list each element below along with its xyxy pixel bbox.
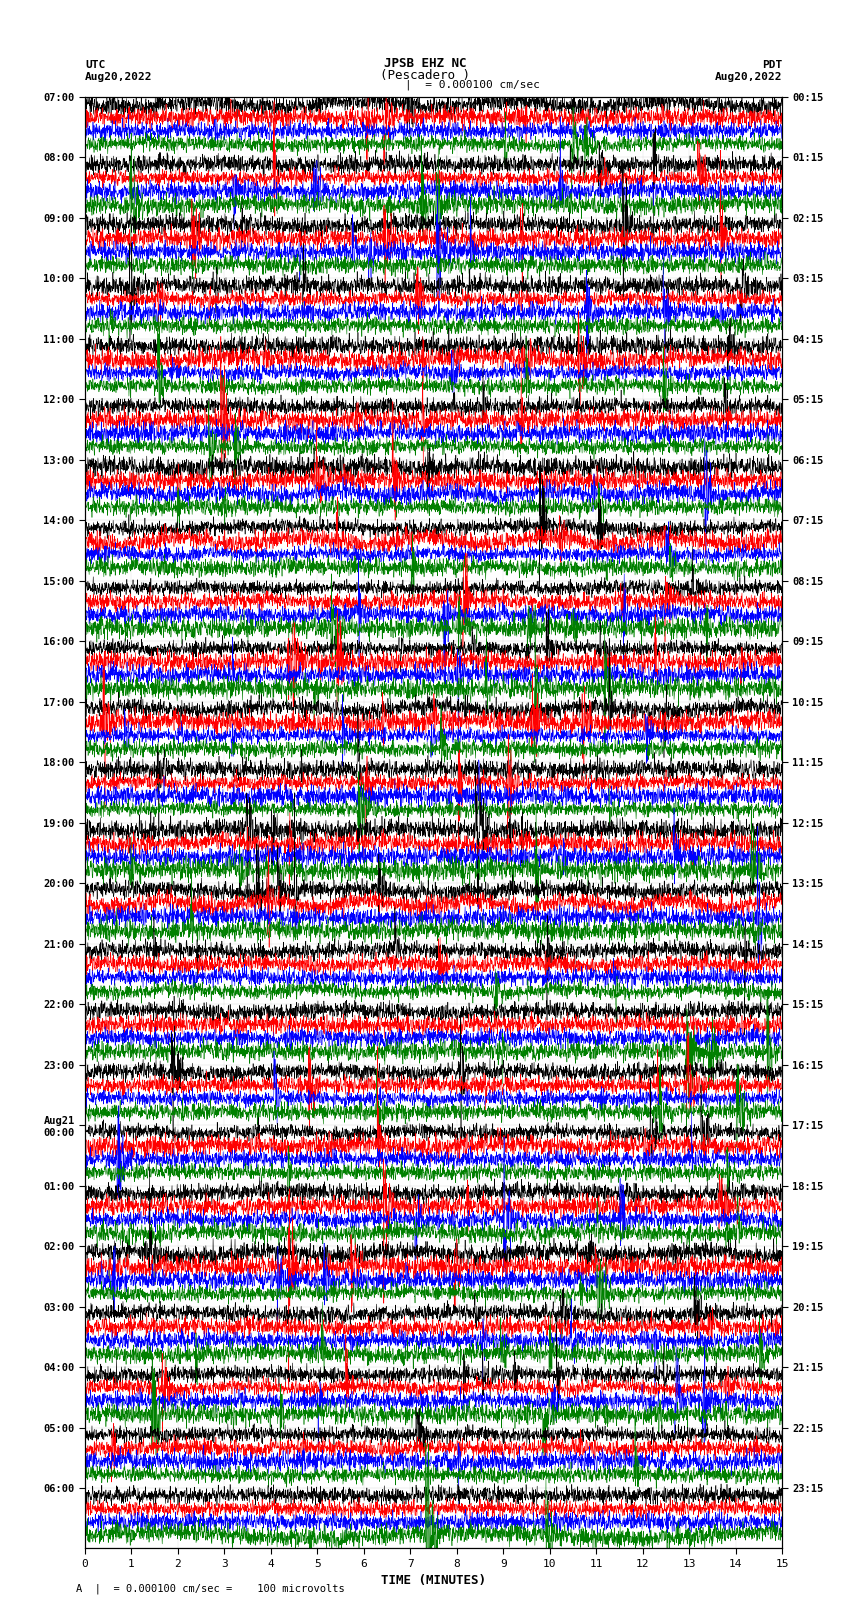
Text: |  = 0.000100 cm/sec: | = 0.000100 cm/sec [405, 79, 540, 90]
Text: PDT: PDT [762, 60, 782, 71]
Text: Aug20,2022: Aug20,2022 [85, 73, 152, 82]
Text: UTC: UTC [85, 60, 105, 71]
Text: A  |  = 0.000100 cm/sec =    100 microvolts: A | = 0.000100 cm/sec = 100 microvolts [76, 1582, 345, 1594]
Text: Aug20,2022: Aug20,2022 [715, 73, 782, 82]
Text: JPSB EHZ NC: JPSB EHZ NC [383, 56, 467, 71]
X-axis label: TIME (MINUTES): TIME (MINUTES) [381, 1574, 486, 1587]
Text: (Pescadero ): (Pescadero ) [380, 69, 470, 82]
